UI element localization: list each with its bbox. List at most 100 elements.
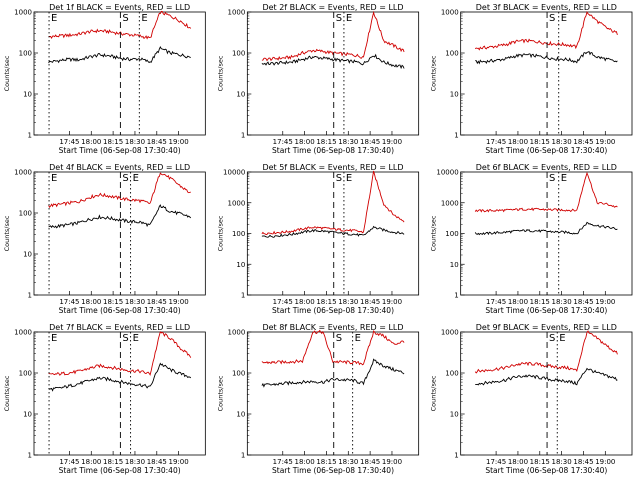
series-lld-line xyxy=(48,331,192,376)
y-tick-label: 1000 xyxy=(228,199,246,207)
x-tick-label: 18:15 xyxy=(103,458,123,466)
x-tick-label: 19:00 xyxy=(595,458,615,466)
x-axis-label: Start Time (06-Sep-08 17:30:40) xyxy=(59,146,181,155)
x-tick-label: 17:45 xyxy=(273,298,293,306)
y-tick-label: 10 xyxy=(23,251,32,259)
chart-panel: Det 1f BLACK = Events, RED = LLD 1 10 100 10… xyxy=(3,3,206,155)
marker-label: S xyxy=(122,333,128,344)
y-tick-label: 1000 xyxy=(228,329,246,337)
x-tick-label: 19:00 xyxy=(382,458,402,466)
x-axis-label: Start Time (06-Sep-08 17:30:40) xyxy=(59,466,181,475)
plot-frame xyxy=(460,11,633,136)
x-tick-label: 17:45 xyxy=(59,298,79,306)
x-tick-label: 18:45 xyxy=(360,458,380,466)
y-tick-label: 10 xyxy=(23,411,32,419)
y-tick-label: 1000 xyxy=(441,9,459,17)
marker-label: E xyxy=(51,13,57,24)
marker-label: S xyxy=(549,333,555,344)
y-tick-label: 100 xyxy=(445,230,458,238)
x-tick-label: 18:30 xyxy=(125,138,145,146)
marker-label: S xyxy=(336,333,342,344)
y-tick-label: 10 xyxy=(236,411,245,419)
series-events-line xyxy=(475,367,618,386)
x-axis-label: Start Time (06-Sep-08 17:30:40) xyxy=(485,146,607,155)
y-axis-label: Counts/sec xyxy=(3,55,11,91)
y-tick-label: 10000 xyxy=(223,169,245,177)
chart-title: Det 5f BLACK = Events, RED = LLD xyxy=(262,163,403,172)
series-events-line xyxy=(48,204,192,229)
x-axis-label: Start Time (06-Sep-08 17:30:40) xyxy=(272,306,394,315)
x-tick-label: 17:45 xyxy=(486,138,506,146)
chart-title: Det 1f BLACK = Events, RED = LLD xyxy=(49,3,190,12)
marker-label: E xyxy=(559,333,565,344)
x-tick-label: 19:00 xyxy=(382,138,402,146)
y-tick-label: 1000 xyxy=(14,329,32,337)
y-tick-label: 100 xyxy=(232,230,245,238)
y-tick-label: 100 xyxy=(445,370,458,378)
x-tick-label: 18:45 xyxy=(360,138,380,146)
y-axis-label: Counts/sec xyxy=(3,215,11,251)
marker-label: S xyxy=(122,13,128,24)
plot-frame xyxy=(33,171,206,296)
y-tick-label: 100 xyxy=(19,50,32,58)
y-axis-label: Counts/sec xyxy=(216,375,224,411)
plot-frame xyxy=(246,331,420,456)
y-tick-label: 10 xyxy=(450,411,459,419)
x-tick-label: 18:30 xyxy=(338,138,358,146)
x-tick-label: 18:45 xyxy=(147,298,167,306)
y-tick-label: 10 xyxy=(23,91,32,99)
x-tick-label: 18:15 xyxy=(316,298,336,306)
x-tick-label: 19:00 xyxy=(595,298,615,306)
x-tick-label: 18:45 xyxy=(573,138,593,146)
marker-label: E xyxy=(346,13,352,24)
y-axis-label: Counts/sec xyxy=(216,215,224,251)
y-tick-label: 1 xyxy=(241,452,245,460)
series-lld-line xyxy=(261,170,405,235)
y-axis-label: Counts/sec xyxy=(430,375,438,411)
series-events-line xyxy=(48,46,191,64)
x-tick-label: 18:15 xyxy=(103,138,123,146)
plot-frame xyxy=(460,171,633,296)
chart-panel: Det 8f BLACK = Events, RED = LLD 1 10 100 10… xyxy=(216,323,420,475)
y-tick-label: 1000 xyxy=(14,9,32,17)
x-tick-label: 19:00 xyxy=(382,298,402,306)
x-tick-label: 18:00 xyxy=(81,298,101,306)
series-events-line xyxy=(261,358,405,388)
series-lld-line xyxy=(474,10,618,51)
x-tick-label: 19:00 xyxy=(169,458,189,466)
y-tick-label: 10 xyxy=(236,261,245,269)
x-axis-label: Start Time (06-Sep-08 17:30:40) xyxy=(272,146,394,155)
x-tick-label: 18:00 xyxy=(508,458,528,466)
x-tick-label: 18:15 xyxy=(316,458,336,466)
marker-label: E xyxy=(133,173,139,184)
x-tick-label: 18:00 xyxy=(508,138,528,146)
x-tick-label: 18:00 xyxy=(295,138,315,146)
chart-title: Det 9f BLACK = Events, RED = LLD xyxy=(476,323,617,332)
x-tick-label: 18:45 xyxy=(147,458,167,466)
y-tick-label: 10 xyxy=(450,261,459,269)
chart-title: Det 6f BLACK = Events, RED = LLD xyxy=(476,163,617,172)
marker-label: S xyxy=(122,173,128,184)
y-tick-label: 1 xyxy=(241,292,245,300)
marker-label: S xyxy=(549,13,555,24)
y-tick-label: 1000 xyxy=(14,169,32,177)
plot-frame xyxy=(460,331,633,456)
x-tick-label: 18:15 xyxy=(530,138,550,146)
y-tick-label: 1 xyxy=(28,132,32,140)
x-tick-label: 18:45 xyxy=(573,458,593,466)
x-axis-label: Start Time (06-Sep-08 17:30:40) xyxy=(485,466,607,475)
y-tick-label: 10000 xyxy=(436,169,458,177)
series-events-line xyxy=(261,53,405,70)
x-tick-label: 18:00 xyxy=(81,138,101,146)
y-tick-label: 10 xyxy=(450,91,459,99)
y-tick-label: 1 xyxy=(454,132,458,140)
x-tick-label: 19:00 xyxy=(595,138,615,146)
series-lld-line xyxy=(48,10,192,40)
marker-label: E xyxy=(141,13,147,24)
x-tick-label: 19:00 xyxy=(169,298,189,306)
chart-panel: Det 3f BLACK = Events, RED = LLD 1 10 100 10… xyxy=(430,3,633,155)
x-tick-label: 18:15 xyxy=(530,458,550,466)
x-tick-label: 18:30 xyxy=(338,298,358,306)
